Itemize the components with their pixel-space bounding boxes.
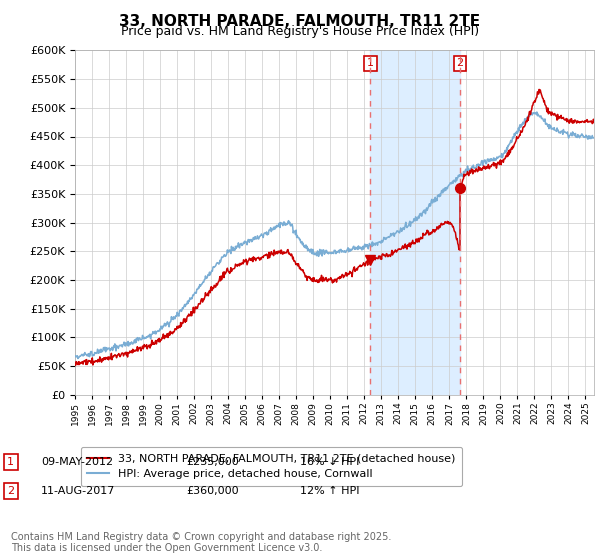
Text: 2: 2 — [7, 486, 14, 496]
Legend: 33, NORTH PARADE, FALMOUTH, TR11 2TE (detached house), HPI: Average price, detac: 33, NORTH PARADE, FALMOUTH, TR11 2TE (de… — [80, 447, 463, 486]
Text: 09-MAY-2012: 09-MAY-2012 — [41, 457, 113, 467]
Text: 16% ↓ HPI: 16% ↓ HPI — [300, 457, 359, 467]
Text: £235,000: £235,000 — [186, 457, 239, 467]
Text: £360,000: £360,000 — [186, 486, 239, 496]
Text: 33, NORTH PARADE, FALMOUTH, TR11 2TE: 33, NORTH PARADE, FALMOUTH, TR11 2TE — [119, 14, 481, 29]
Text: Price paid vs. HM Land Registry's House Price Index (HPI): Price paid vs. HM Land Registry's House … — [121, 25, 479, 38]
Bar — [370, 50, 460, 395]
Text: 1: 1 — [7, 457, 14, 467]
Text: 11-AUG-2017: 11-AUG-2017 — [41, 486, 115, 496]
Text: Contains HM Land Registry data © Crown copyright and database right 2025.
This d: Contains HM Land Registry data © Crown c… — [11, 531, 391, 553]
Text: 2: 2 — [457, 58, 463, 68]
Text: 1: 1 — [367, 58, 374, 68]
Text: 12% ↑ HPI: 12% ↑ HPI — [300, 486, 359, 496]
